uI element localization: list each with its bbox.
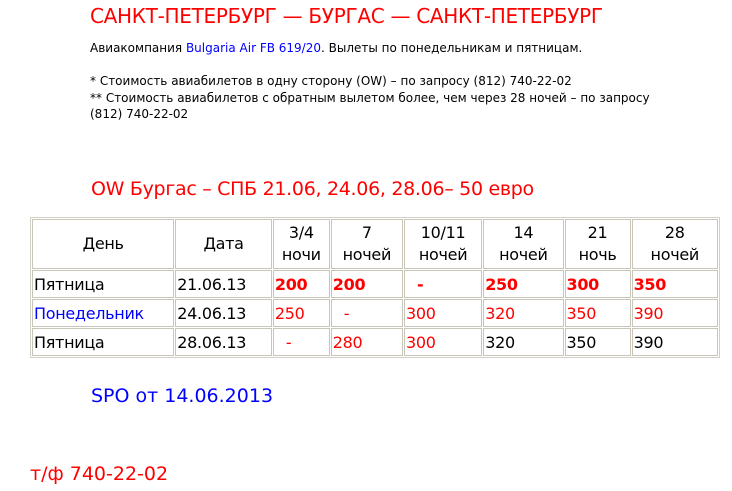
header-line1: Дата (203, 234, 244, 253)
ow-heading: OW Бургас – СПБ 21.06, 24.06, 28.06– 50 … (91, 178, 534, 200)
page-title: САНКТ-ПЕТЕРБУРГ — БУРГАС — САНКТ-ПЕТЕРБУ… (90, 4, 603, 28)
price-cell: - (272, 328, 330, 356)
column-header: 14 ночей (483, 219, 564, 269)
price-table: День Дата 3/4 ночи 7 ночей 10/11 ночей 14 ночей 21… (30, 217, 720, 358)
header-line1: 14 (513, 223, 534, 242)
header-line2: ночи (281, 245, 321, 264)
price-cell: 280 (330, 328, 403, 356)
column-header: 21 ночь (564, 219, 631, 269)
price-cell: - (403, 270, 483, 298)
column-header: 28 ночей (631, 219, 718, 269)
header-line2: ночей (342, 245, 392, 264)
note-return-phone: (812) 740-22-02 (90, 107, 189, 121)
column-header: 7 ночей (330, 219, 403, 269)
phone: т/ф 740-22-02 (30, 463, 169, 485)
header-line1: День (82, 234, 124, 253)
header-line1: 21 (587, 223, 608, 242)
price-cell: 200 (272, 270, 330, 298)
column-header: 10/11 ночей (403, 219, 483, 269)
price-cell: - (330, 299, 403, 327)
price-cell: 200 (330, 270, 403, 298)
price-cell: 300 (403, 299, 483, 327)
price-cell: 300 (403, 328, 483, 356)
header-line1: 7 (361, 223, 372, 242)
price-cell: 390 (631, 328, 718, 356)
header-line2: ночей (650, 245, 700, 264)
price-cell: 300 (564, 270, 631, 298)
header-line2: ночь (578, 245, 617, 264)
header-line2: ночей (499, 245, 548, 264)
price-cell: 350 (564, 328, 631, 356)
price-cell: 320 (483, 328, 564, 356)
note-return: ** Стоимость авиабилетов с обратным выле… (90, 91, 650, 105)
header-line2: ночей (418, 245, 468, 264)
header-line1: 28 (664, 223, 685, 242)
header-line1: 3/4 (288, 223, 314, 242)
day-cell: Пятница (32, 270, 175, 298)
airline-info: Авиакомпания Bulgaria Air FB 619/20. Выл… (90, 41, 582, 55)
price-cell: 390 (631, 299, 718, 327)
day-cell[interactable]: Понедельник (32, 299, 175, 327)
table-row: Понедельник 24.06.13 250-300 320 350 390 (32, 299, 718, 327)
date-cell: 28.06.13 (175, 328, 272, 356)
price-cell: 350 (631, 270, 718, 298)
date-cell: 24.06.13 (175, 299, 272, 327)
price-cell: 250 (483, 270, 564, 298)
column-header: Дата (175, 219, 272, 269)
price-cell: 250 (272, 299, 330, 327)
date-cell: 21.06.13 (175, 270, 272, 298)
price-cell: 320 (483, 299, 564, 327)
day-cell: Пятница (32, 328, 175, 356)
column-header: 3/4 ночи (272, 219, 330, 269)
header-row: День Дата 3/4 ночи 7 ночей 10/11 ночей 14 ночей 21… (32, 219, 718, 269)
header-line1: 10/11 (420, 223, 466, 242)
table-row: Пятница 21.06.13 200 200-250 300 350 (32, 270, 718, 298)
column-header: День (32, 219, 175, 269)
airline-prefix: Авиакомпания (90, 41, 186, 55)
spo-date: SPO от 14.06.2013 (91, 385, 274, 407)
note-ow: * Стоимость авиабилетов в одну сторону (… (90, 74, 572, 88)
price-cell: 350 (564, 299, 631, 327)
airline-suffix: . Вылеты по понедельникам и пятницам. (321, 41, 583, 55)
airline-link[interactable]: Bulgaria Air FB 619/20 (185, 41, 321, 55)
table-row: Пятница 28.06.13-280 300 320 350 390 (32, 328, 718, 356)
